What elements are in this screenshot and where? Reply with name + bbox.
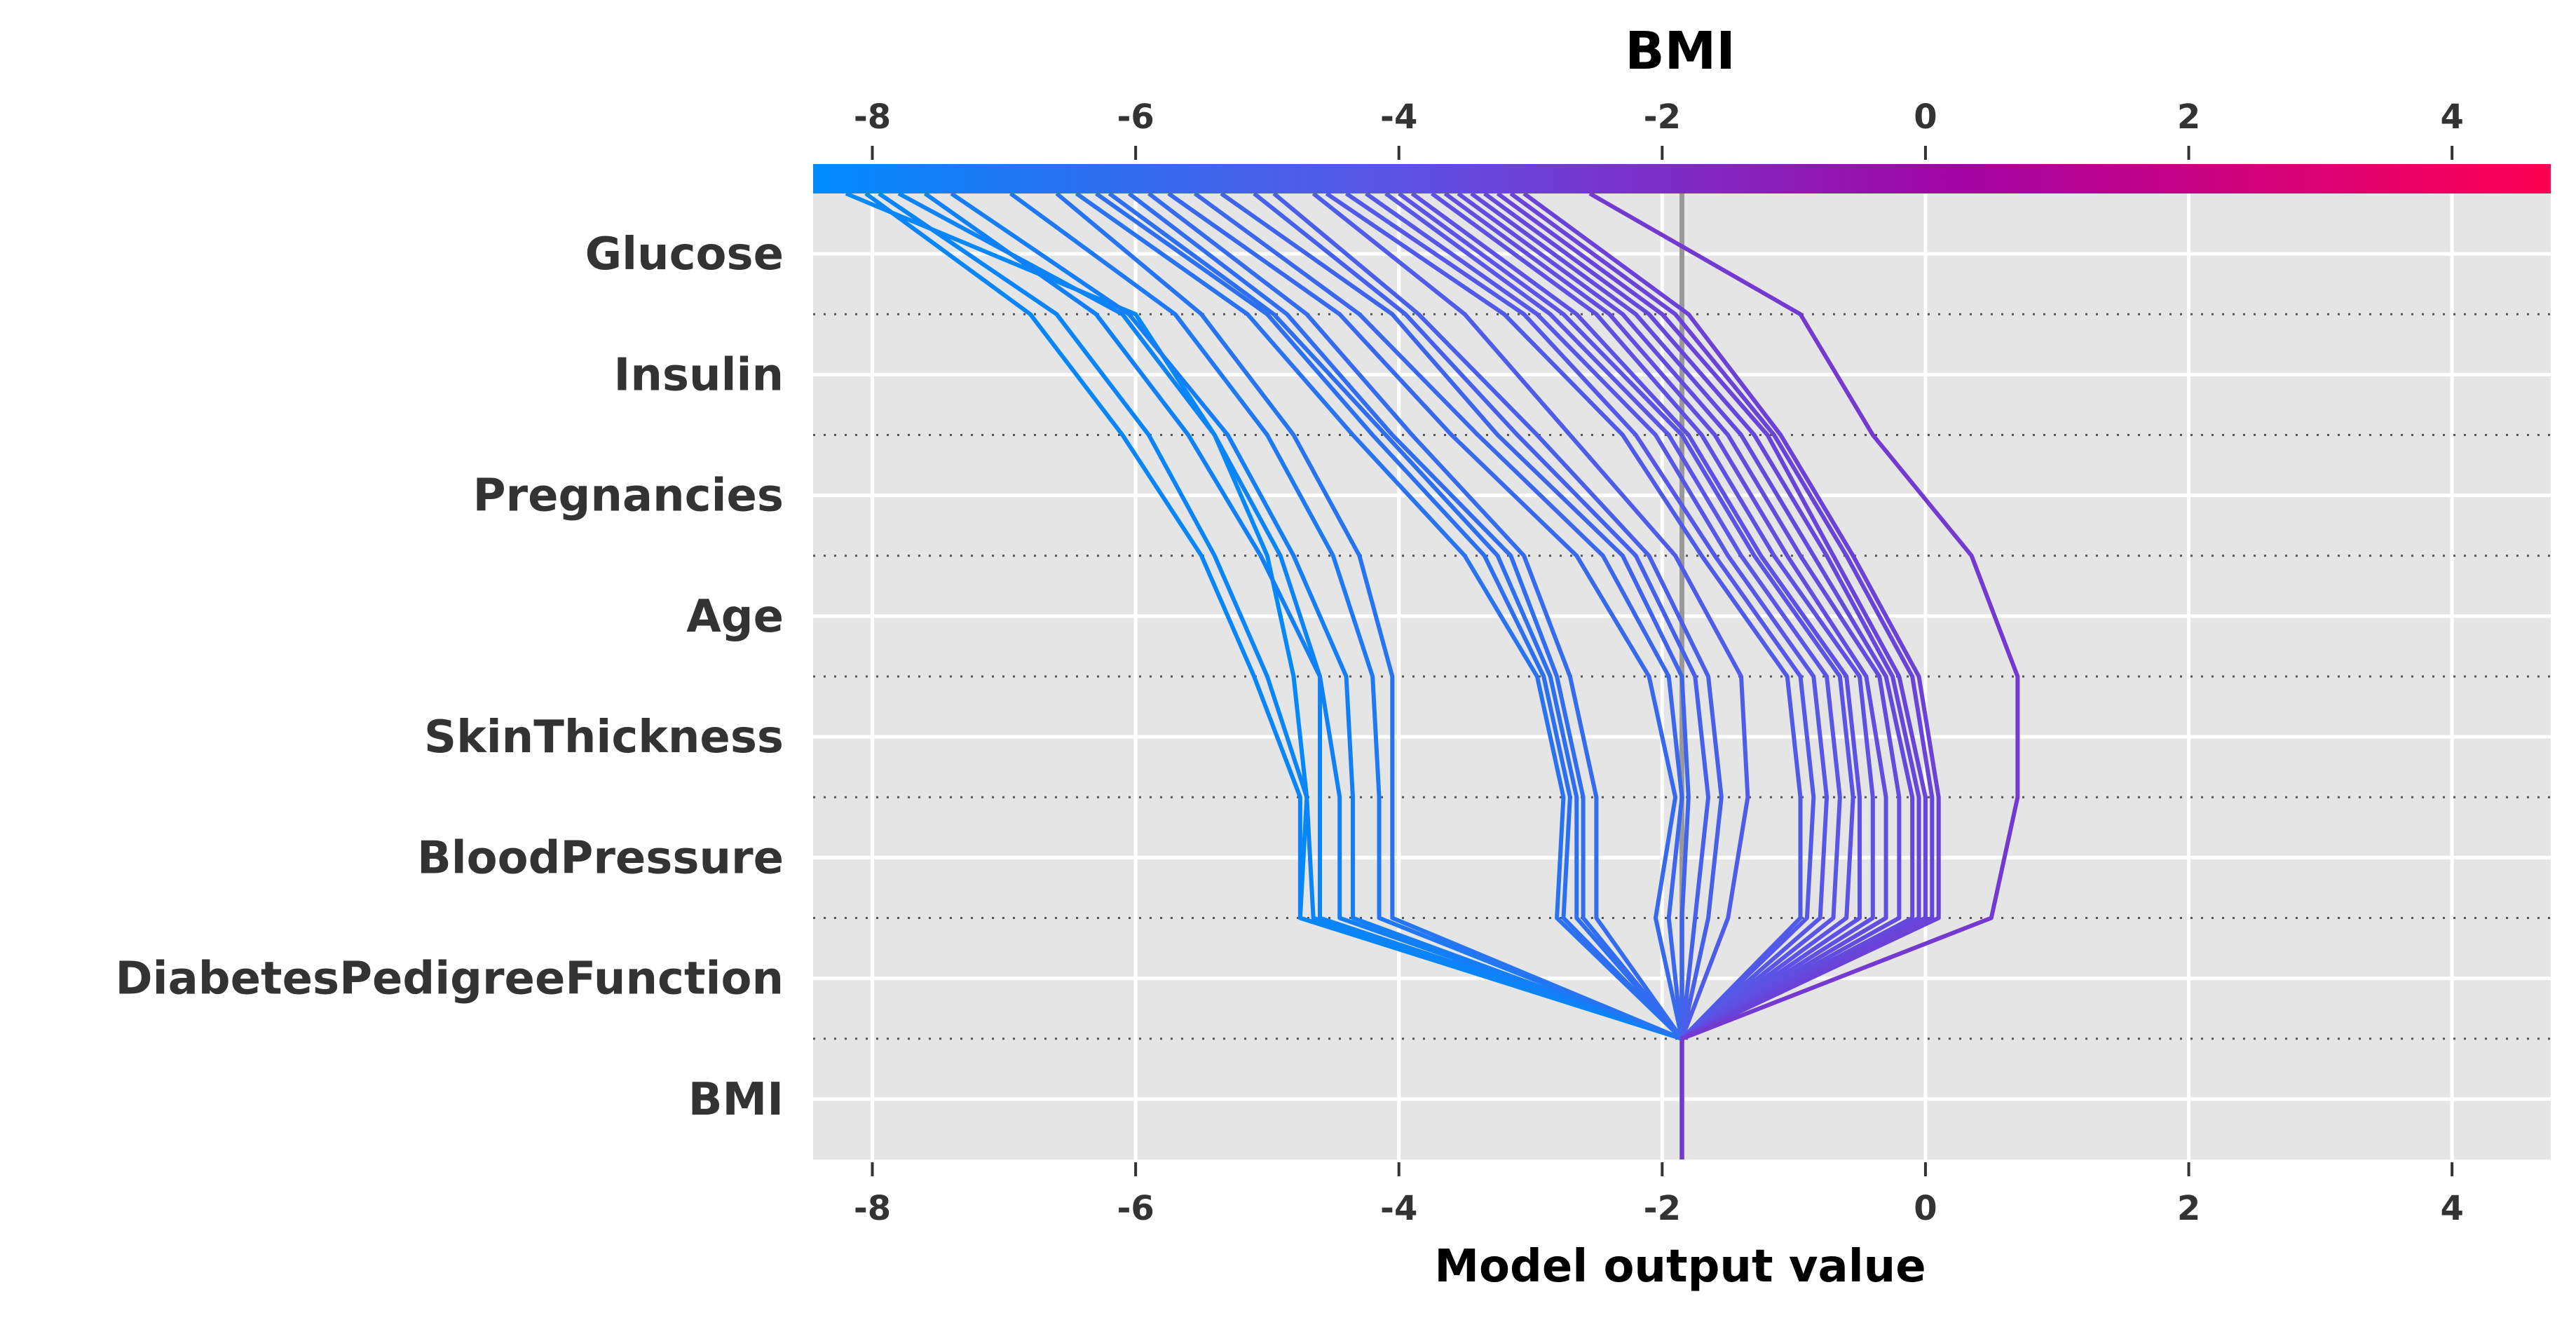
decision-line (1147, 193, 1684, 1159)
top-tick-label: 0 (1914, 97, 1937, 137)
decision-line (1253, 193, 1711, 1159)
feature-label: BloodPressure (417, 832, 784, 884)
feature-label: Glucose (585, 229, 784, 280)
decision-line (1522, 193, 1941, 1159)
bottom-tick-label: 0 (1914, 1189, 1937, 1228)
bottom-tick-label: 2 (2177, 1189, 2200, 1228)
decision-line (1272, 193, 1724, 1159)
top-tick-label: -6 (1117, 97, 1154, 137)
decision-line (1095, 193, 1684, 1159)
decision-line (1384, 193, 1842, 1159)
top-axis-ticks: -8 -6 -4 -2 0 2 4 (854, 97, 2464, 160)
decision-line (1127, 193, 1684, 1159)
bottom-tick-label: -6 (1117, 1189, 1154, 1228)
top-tick-label: -8 (854, 97, 891, 137)
chart-title: BMI (1625, 21, 1736, 81)
decision-line (1344, 193, 1816, 1159)
bottom-tick-label: -4 (1380, 1189, 1417, 1228)
decision-line (1365, 193, 1829, 1159)
decision-line (1193, 193, 1684, 1159)
decision-line (1443, 193, 1888, 1159)
feature-label: Pregnancies (473, 470, 784, 522)
bottom-axis-ticks: -8 -6 -4 -2 0 2 4 (854, 1162, 2464, 1228)
decision-lines (845, 193, 2020, 1159)
top-tick-label: 2 (2177, 97, 2200, 137)
decision-line (950, 193, 1684, 1159)
top-tick-label: 4 (2440, 97, 2463, 137)
bottom-tick-label: -8 (854, 1189, 891, 1228)
bottom-tick-label: 4 (2440, 1189, 2463, 1228)
decision-line (1588, 193, 2020, 1159)
decision-line (1430, 193, 1875, 1159)
decision-line (1055, 193, 1684, 1159)
feature-labels: Glucose Insulin Pregnancies Age SkinThicknes… (116, 229, 784, 1126)
decision-line (1311, 193, 1750, 1159)
top-tick-label: -4 (1380, 97, 1417, 137)
x-axis-label: Model output value (1434, 1241, 1926, 1293)
feature-label: Insulin (614, 349, 784, 401)
feature-label: SkinThickness (424, 712, 784, 763)
feature-label: DiabetesPedigreeFunction (116, 953, 784, 1005)
colorbar (813, 164, 2551, 193)
top-tick-label: -2 (1644, 97, 1681, 137)
feature-label: Age (686, 591, 784, 643)
feature-label: BMI (688, 1074, 784, 1126)
bottom-tick-label: -2 (1644, 1189, 1681, 1228)
decision-line (1410, 193, 1862, 1159)
decision-line (1167, 193, 1684, 1159)
decision-line (1397, 193, 1855, 1159)
decision-line (1220, 193, 1691, 1159)
